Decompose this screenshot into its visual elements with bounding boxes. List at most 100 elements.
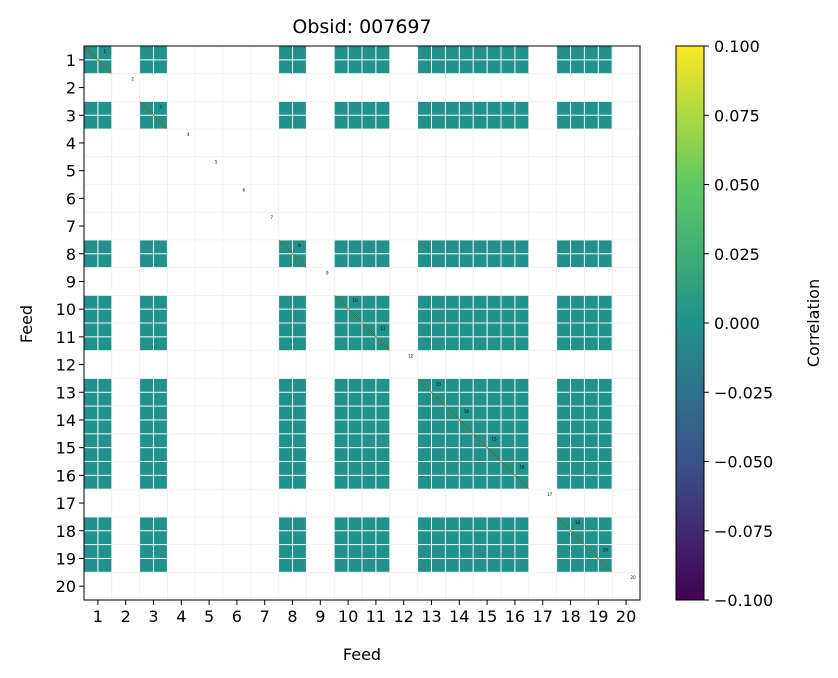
heatmap-cell: [473, 115, 487, 129]
y-tick-label: 4: [66, 134, 76, 153]
heatmap-cell: [459, 545, 473, 558]
colorbar-tick-label: −0.050: [714, 453, 773, 472]
heatmap-cell: [487, 378, 501, 392]
colorbar-tick-label: 0.050: [714, 176, 760, 195]
heatmap-cell: [473, 60, 487, 74]
heatmap-cell: [571, 475, 584, 489]
heatmap-cell: [501, 378, 515, 392]
colorbar-tick-label: −0.075: [714, 522, 773, 541]
heatmap-cell: [362, 392, 376, 406]
heatmap-cell: [432, 309, 445, 323]
heatmap-cell: [348, 545, 362, 558]
heatmap-cell: [362, 115, 376, 129]
heatmap-cell: [98, 420, 112, 434]
heatmap-cell: [487, 420, 501, 434]
heatmap-cell: [334, 545, 348, 558]
heatmap-cell: [376, 101, 390, 115]
heatmap-cell: [571, 254, 584, 268]
heatmap-cell: [584, 254, 598, 268]
heatmap-cell: [584, 420, 598, 434]
diagonal-highlight: [473, 433, 502, 462]
heatmap-cell: [487, 295, 501, 309]
heatmap-cell: [487, 531, 501, 545]
y-tick-label: 16: [56, 466, 76, 485]
heatmap-cell: [584, 337, 598, 351]
heatmap-cell: [293, 337, 306, 351]
heatmap-cell: [487, 240, 501, 254]
heatmap-cell: [432, 545, 445, 558]
heatmap-cell: [432, 46, 445, 60]
heatmap-cell: [487, 545, 501, 558]
heatmap-cell: [279, 115, 292, 129]
heatmap-cell: [140, 254, 153, 268]
heatmap-cell: [584, 46, 598, 60]
heatmap-cell: [445, 545, 459, 558]
heatmap-cell: [598, 323, 612, 337]
heatmap-cell: [140, 46, 153, 60]
heatmap-cell: [98, 545, 112, 558]
heatmap-cell: [98, 378, 112, 392]
heatmap-cell: [598, 101, 612, 115]
heatmap-cell: [84, 309, 98, 323]
heatmap-cell: [376, 60, 390, 74]
diagonal-label: 4: [187, 132, 190, 137]
heatmap-cell: [584, 60, 598, 74]
heatmap-cell: [473, 323, 487, 337]
heatmap-cell: [376, 254, 390, 268]
heatmap-cell: [445, 254, 459, 268]
heatmap-cell: [279, 406, 292, 420]
heatmap-cell: [362, 462, 376, 475]
heatmap-cell: [584, 448, 598, 461]
heatmap-cell: [487, 517, 501, 531]
heatmap-cell: [279, 295, 292, 309]
heatmap-cell: [571, 434, 584, 448]
diagonal-label: 13: [436, 381, 442, 386]
heatmap-cell: [515, 517, 529, 531]
heatmap-cell: [432, 115, 445, 129]
heatmap-cell: [376, 420, 390, 434]
heatmap-cell: [571, 392, 584, 406]
heatmap-cell: [584, 517, 598, 531]
heatmap-cell: [515, 420, 529, 434]
heatmap-cell: [515, 558, 529, 572]
y-tick-label: 18: [56, 522, 76, 541]
y-tick-label: 10: [56, 300, 76, 319]
heatmap-cell: [598, 60, 612, 74]
heatmap-cell: [84, 420, 98, 434]
heatmap-cell: [459, 517, 473, 531]
heatmap-cell: [279, 531, 292, 545]
heatmap-cell: [598, 392, 612, 406]
y-tick-label: 19: [56, 549, 76, 568]
heatmap-cell: [459, 378, 473, 392]
heatmap-cell: [293, 531, 306, 545]
heatmap-cell: [279, 392, 292, 406]
heatmap-cell: [348, 392, 362, 406]
heatmap-cell: [98, 462, 112, 475]
heatmap-cell: [418, 115, 431, 129]
heatmap-cell: [279, 420, 292, 434]
heatmap-cell: [293, 323, 306, 337]
heatmap-cell: [334, 240, 348, 254]
heatmap-cell: [445, 475, 459, 489]
heatmap-cell: [140, 531, 153, 545]
heatmap-cell: [501, 309, 515, 323]
heatmap-cell: [571, 517, 584, 531]
diagonal-label: 3: [159, 104, 162, 109]
x-tick-label: 11: [366, 607, 386, 626]
heatmap-cell: [334, 309, 348, 323]
heatmap-cell: [362, 295, 376, 309]
heatmap-cell: [154, 101, 167, 115]
heatmap-cell: [445, 378, 459, 392]
heatmap-cell: [84, 295, 98, 309]
heatmap-cell: [557, 558, 570, 572]
heatmap-cell: [459, 60, 473, 74]
heatmap-cell: [98, 309, 112, 323]
heatmap-cell: [598, 448, 612, 461]
heatmap-cell: [334, 101, 348, 115]
heatmap-cell: [487, 475, 501, 489]
heatmap-cell: [348, 558, 362, 572]
heatmap-cell: [334, 378, 348, 392]
heatmap-cell: [140, 295, 153, 309]
heatmap-cell: [140, 115, 153, 129]
heatmap-cell: [487, 254, 501, 268]
